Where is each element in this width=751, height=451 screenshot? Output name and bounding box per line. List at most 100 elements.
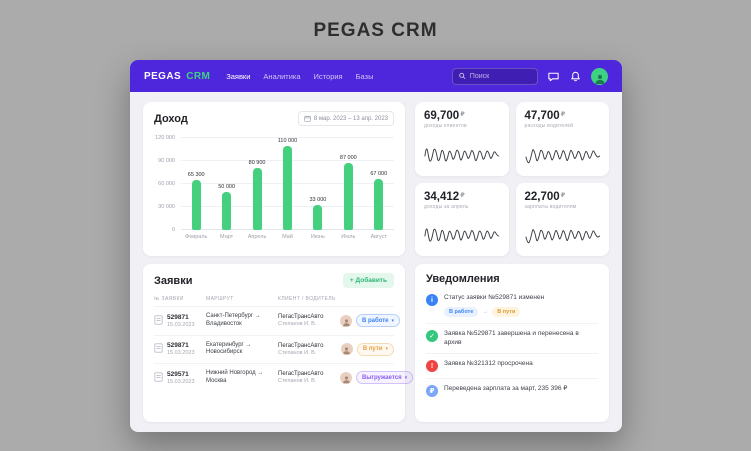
ruble-icon: ₽ (426, 385, 438, 398)
request-number: 529871 (167, 342, 189, 350)
notification-item[interactable]: ! Заявка №321312 просрочена (426, 353, 598, 378)
status-badge[interactable]: В работе ▾ (356, 314, 401, 328)
person-icon (343, 347, 351, 355)
person-icon (342, 319, 350, 327)
column-route: МАРШРУТ (206, 296, 234, 302)
stat-card-income-clients[interactable]: 69,700₽ доходы клиентов (415, 102, 509, 176)
search-icon (459, 72, 466, 80)
nav-item-requests[interactable]: Заявки (226, 71, 251, 81)
stat-card-april-income[interactable]: 34,412₽ доходы за апрель (415, 182, 509, 256)
stat-caption: доходы клиентов (424, 123, 467, 129)
notification-text: Заявка №529871 завершена и перенесена в … (444, 329, 579, 346)
status-pill-from[interactable]: В работе (444, 306, 479, 317)
stats-grid: 69,700₽ доходы клиентов 47,700₽ расходы … (415, 102, 609, 256)
arrow-right-icon: → (482, 308, 489, 315)
document-icon (154, 343, 163, 354)
check-icon: ✓ (426, 329, 438, 342)
document-icon (154, 372, 163, 382)
requests-title: Заявки (154, 274, 193, 287)
sparkline-chart (424, 228, 500, 242)
status-badge[interactable]: Выгружается ▾ (356, 371, 414, 385)
logo-accent: CRM (186, 70, 211, 82)
requests-card: Заявки + Добавить № ЗАЯВКИ МАРШРУТ КЛИЕН… (143, 264, 414, 422)
nav-item-analytics[interactable]: Аналитика (263, 71, 301, 81)
main-nav: Заявки Аналитика История Базы (226, 72, 373, 81)
ruble-icon: ₽ (560, 111, 566, 118)
chart-y-axis: 0 30 000 60 000 90 000 120 000 (155, 135, 175, 233)
income-card: Доход 8 мар. 2023 – 13 апр. 2023 0 30 000… (143, 102, 405, 256)
nav-item-bases[interactable]: Базы (355, 71, 374, 81)
document-icon (154, 315, 163, 325)
sparkline-chart (424, 147, 500, 162)
sparkline-chart (524, 148, 600, 163)
request-client: ПегасТрансАвто (278, 342, 324, 349)
stat-value: 69,700 (424, 110, 460, 122)
logo-primary: PEGAS (144, 70, 182, 82)
table-row[interactable]: 529871 15.03.2023 Санкт-Петербург → Влад… (154, 306, 401, 335)
nav-item-history[interactable]: История (313, 71, 343, 81)
status-label: Выгружается (362, 374, 402, 381)
request-driver: Степанов И. В. (278, 378, 317, 385)
driver-avatar (340, 314, 352, 327)
app-logo[interactable]: PEGAS CRM (144, 71, 210, 82)
alert-icon: ! (426, 360, 438, 373)
user-avatar[interactable] (591, 67, 608, 85)
status-label: В пути (362, 346, 383, 353)
search-input[interactable] (469, 72, 531, 80)
notification-text: Статус заявки №529871 изменен (444, 294, 545, 301)
stat-card-driver-costs[interactable]: 47,700₽ расходы водителей (515, 102, 609, 176)
notifications-list: i Статус заявки №529871 изменен В работе… (426, 288, 598, 403)
table-row[interactable]: 529571 15.03.2023 Нижний Новгород → Моск… (154, 363, 414, 392)
driver-avatar (340, 371, 352, 384)
request-number: 529571 (167, 370, 189, 378)
chevron-down-icon: ▾ (391, 317, 395, 324)
stat-caption: расходы водителей (524, 123, 574, 129)
dashboard-content: Доход 8 мар. 2023 – 13 апр. 2023 0 30 000… (130, 92, 622, 432)
ruble-icon: ₽ (460, 111, 465, 118)
header-actions (452, 67, 608, 85)
request-number: 529871 (167, 313, 189, 321)
bell-icon[interactable] (569, 70, 582, 83)
status-badge[interactable]: В пути ▾ (356, 342, 394, 356)
request-route: Екатеринбург → Новосибирск (206, 341, 252, 356)
sparkline-chart (524, 229, 600, 244)
add-request-button[interactable]: + Добавить (342, 273, 394, 288)
request-date: 15.03.2023 (167, 378, 195, 385)
table-row[interactable]: 529871 15.03.2023 Екатеринбург → Новосиб… (154, 334, 394, 364)
status-label: В работе (362, 317, 389, 324)
notification-item[interactable]: i Статус заявки №529871 изменен В работе… (426, 288, 598, 323)
date-range-label: 8 мар. 2023 – 13 апр. 2023 (313, 115, 388, 122)
notifications-card: Уведомления i Статус заявки №529871 изме… (415, 264, 609, 422)
search-box[interactable] (452, 67, 538, 85)
info-icon: i (426, 294, 438, 306)
ruble-icon: ₽ (460, 191, 465, 199)
stat-caption: доходы за апрель (424, 203, 469, 210)
ruble-icon: ₽ (560, 191, 566, 199)
request-client: ПегасТрансАвто (278, 371, 324, 378)
chart-bars: 65 300 50 000 80 900 110 000 33 000 87 000 67 … (181, 138, 394, 230)
request-route: Санкт-Петербург → Владивосток (206, 313, 261, 327)
chat-icon[interactable] (547, 70, 560, 83)
driver-avatar (340, 343, 353, 356)
stat-caption: зарплаты водителям (524, 203, 577, 210)
stat-card-driver-salaries[interactable]: 22,700₽ зарплаты водителям (515, 182, 609, 256)
stat-value: 22,700 (524, 190, 560, 203)
stat-value: 34,412 (424, 190, 460, 203)
column-request-no: № ЗАЯВКИ (154, 296, 184, 302)
request-route: Нижний Новгород → Москва (206, 370, 264, 384)
table-header: № ЗАЯВКИ МАРШРУТ КЛИЕНТ / ВОДИТЕЛЬ (154, 296, 394, 306)
calendar-icon (304, 115, 311, 122)
request-date: 15.03.2023 (167, 321, 195, 328)
notification-text: Заявка №321312 просрочена (444, 360, 533, 368)
request-driver: Степанов И. В. (278, 349, 317, 356)
chart-x-axis: Февраль Март Апрель Май Июнь Июль Август (185, 234, 388, 240)
notification-item[interactable]: ₽ Переведена зарплата за март, 235 396 ₽ (426, 378, 598, 403)
stat-value: 47,700 (524, 110, 560, 122)
chevron-down-icon: ▾ (404, 374, 408, 381)
notification-item[interactable]: ✓ Заявка №529871 завершена и перенесена … (426, 322, 598, 354)
date-range-picker[interactable]: 8 мар. 2023 – 13 апр. 2023 (297, 111, 394, 126)
request-client: ПегасТрансАвто (278, 314, 324, 321)
status-pill-to[interactable]: В пути (492, 306, 521, 317)
column-client-driver: КЛИЕНТ / ВОДИТЕЛЬ (278, 296, 336, 302)
person-icon (595, 74, 604, 84)
